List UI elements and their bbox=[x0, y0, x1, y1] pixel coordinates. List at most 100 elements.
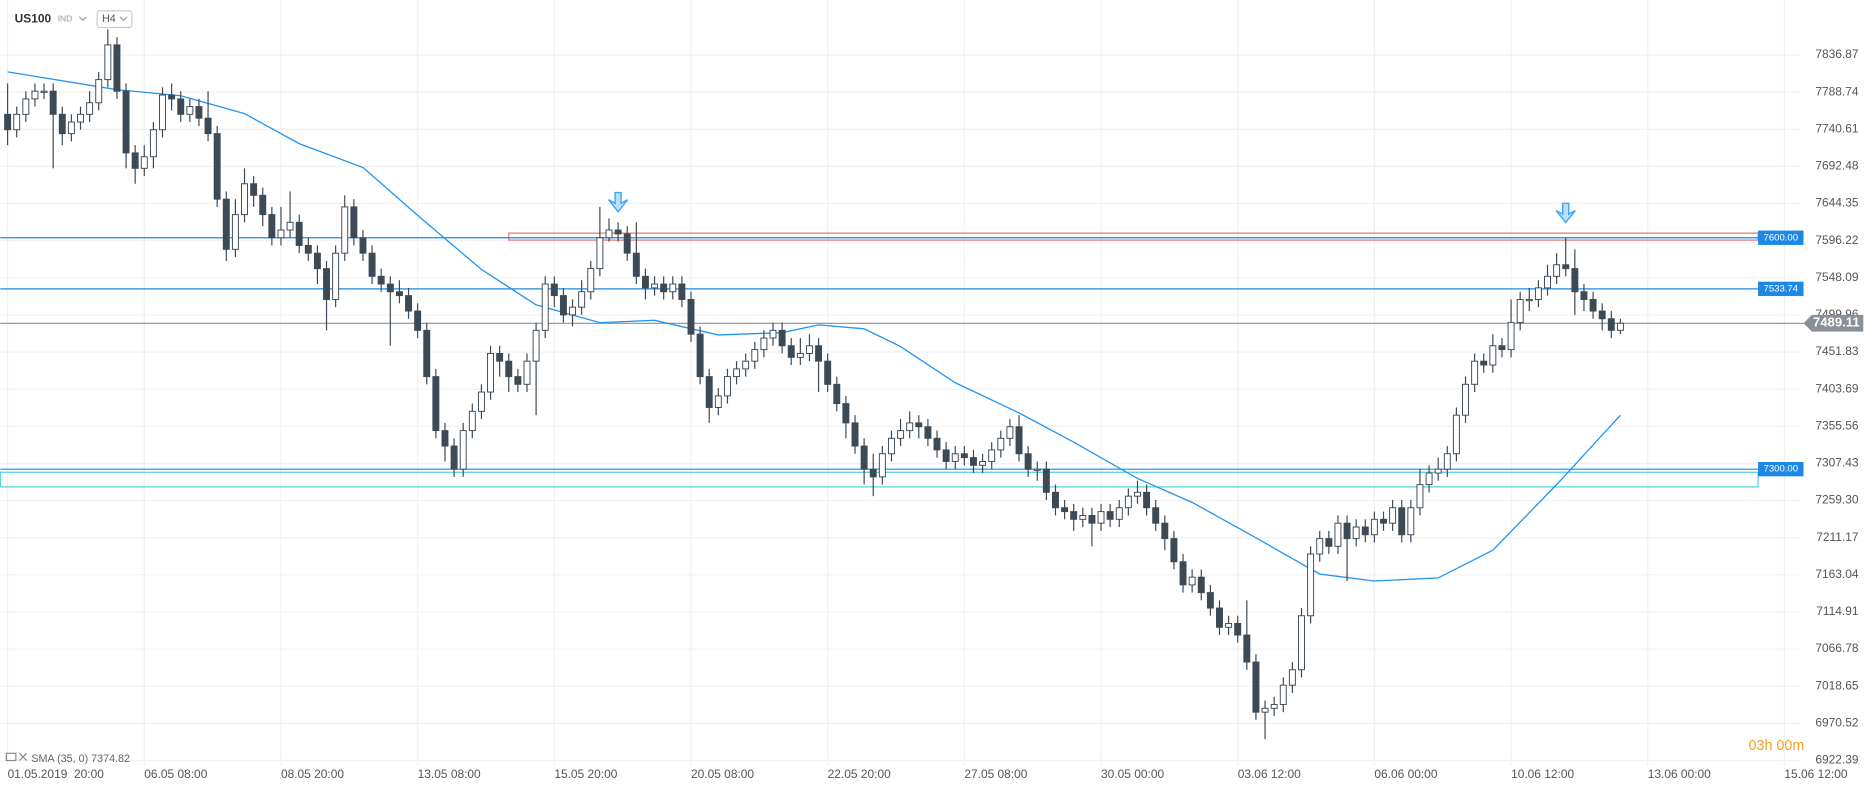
candle-body bbox=[450, 445, 458, 470]
candle-body bbox=[733, 368, 741, 378]
candle-body bbox=[1571, 268, 1579, 293]
icon[interactable] bbox=[19, 752, 28, 761]
level-label: 7300.00 bbox=[1764, 464, 1799, 475]
candle-body bbox=[906, 422, 914, 432]
candle-body bbox=[22, 98, 30, 115]
candle-body bbox=[1407, 507, 1415, 536]
candle-body bbox=[1434, 468, 1442, 474]
candle-body bbox=[1380, 518, 1387, 524]
candle-body bbox=[332, 252, 340, 300]
y-tick-label: 7644.35 bbox=[1815, 196, 1859, 210]
candle-body bbox=[1462, 383, 1469, 416]
candle-body bbox=[432, 376, 440, 432]
x-tick-label: 01.05.2019 20:00 bbox=[8, 767, 105, 781]
candle-body bbox=[1070, 511, 1078, 520]
candle-body bbox=[1170, 538, 1178, 563]
candle-body bbox=[1234, 622, 1242, 636]
candle-body bbox=[58, 113, 66, 135]
candle-body bbox=[1534, 287, 1542, 300]
x-tick-label: 30.05 00:00 bbox=[1101, 767, 1164, 781]
candle-body bbox=[751, 349, 759, 362]
candle-body bbox=[13, 113, 21, 131]
market-dropdown[interactable] bbox=[78, 16, 87, 22]
candle-body bbox=[1452, 414, 1460, 455]
candle-body bbox=[496, 352, 504, 362]
candle-body bbox=[177, 98, 185, 115]
candle-body bbox=[1097, 511, 1105, 524]
candle-body bbox=[1015, 426, 1023, 455]
candle-body bbox=[1589, 298, 1597, 312]
x-tick-label: 15.05 20:00 bbox=[554, 767, 617, 781]
arrow-marker bbox=[607, 191, 629, 213]
x-tick-label: 13.06 00:00 bbox=[1648, 767, 1711, 781]
candle-body bbox=[897, 430, 905, 439]
candle-body bbox=[487, 352, 495, 393]
candle-body bbox=[204, 117, 212, 135]
last-price-label: 7489.11 bbox=[1813, 315, 1860, 330]
candle-body bbox=[113, 44, 121, 92]
candle-body bbox=[1361, 526, 1369, 536]
y-tick-label: 7066.78 bbox=[1815, 641, 1859, 655]
candle-body bbox=[569, 306, 577, 316]
candle-body bbox=[869, 468, 877, 478]
candle-body bbox=[1124, 495, 1132, 509]
candle-body bbox=[213, 133, 221, 200]
y-tick-label: 7018.65 bbox=[1815, 678, 1859, 692]
candle-body bbox=[1079, 514, 1087, 520]
timeframe-box[interactable] bbox=[96, 10, 133, 29]
candle-body bbox=[1471, 360, 1479, 385]
timeframe-dropdown[interactable] bbox=[119, 16, 128, 22]
y-tick-label: 7114.91 bbox=[1816, 604, 1859, 618]
candle-body bbox=[997, 437, 1005, 451]
x-tick-label: 08.05 20:00 bbox=[281, 767, 344, 781]
candle-body bbox=[1334, 522, 1342, 547]
candle-body bbox=[359, 237, 367, 254]
candle-body bbox=[933, 437, 941, 451]
candle-body bbox=[86, 102, 94, 115]
candle-body bbox=[1489, 345, 1497, 366]
candle-body bbox=[368, 252, 376, 277]
candle-body bbox=[414, 310, 422, 331]
level-label: 7600.00 bbox=[1764, 232, 1799, 243]
indicator-icons bbox=[5, 752, 28, 762]
candle-body bbox=[277, 229, 285, 239]
candle-body bbox=[268, 214, 276, 239]
candle-body bbox=[313, 252, 321, 270]
candle-body bbox=[942, 449, 950, 462]
candle-body bbox=[924, 426, 932, 439]
candle-body bbox=[796, 352, 804, 358]
candle-body bbox=[851, 422, 859, 447]
candle-body bbox=[386, 283, 394, 293]
icon[interactable] bbox=[5, 752, 17, 762]
candle-body bbox=[1270, 703, 1278, 709]
candle-body bbox=[815, 345, 823, 362]
candle-body bbox=[1398, 507, 1406, 536]
candle-body bbox=[641, 275, 649, 289]
plot-area bbox=[0, 29, 1804, 740]
candle-body bbox=[824, 360, 832, 385]
y-tick-label: 6970.52 bbox=[1815, 715, 1859, 729]
candle-body bbox=[742, 360, 750, 370]
candle-body bbox=[1598, 310, 1606, 320]
candle-body bbox=[1206, 592, 1214, 609]
candle-body bbox=[395, 291, 403, 297]
candle-body bbox=[250, 183, 258, 196]
candle-body bbox=[1279, 684, 1287, 705]
candle-body bbox=[596, 237, 604, 270]
candle-body bbox=[95, 79, 103, 104]
candle-body bbox=[186, 106, 194, 115]
y-tick-label: 7788.74 bbox=[1815, 84, 1859, 98]
candle-body bbox=[1197, 576, 1205, 594]
candle-body bbox=[651, 283, 659, 289]
candle-body bbox=[988, 449, 996, 462]
candle-body bbox=[1188, 576, 1196, 586]
x-tick-label: 27.05 08:00 bbox=[964, 767, 1027, 781]
candle-body bbox=[1443, 453, 1451, 470]
candle-body bbox=[304, 244, 312, 254]
candle-body bbox=[1307, 553, 1315, 617]
candle-body bbox=[614, 229, 622, 235]
x-tick-label: 10.06 12:00 bbox=[1511, 767, 1574, 781]
candle-body bbox=[769, 329, 777, 339]
candle-body bbox=[960, 453, 968, 459]
